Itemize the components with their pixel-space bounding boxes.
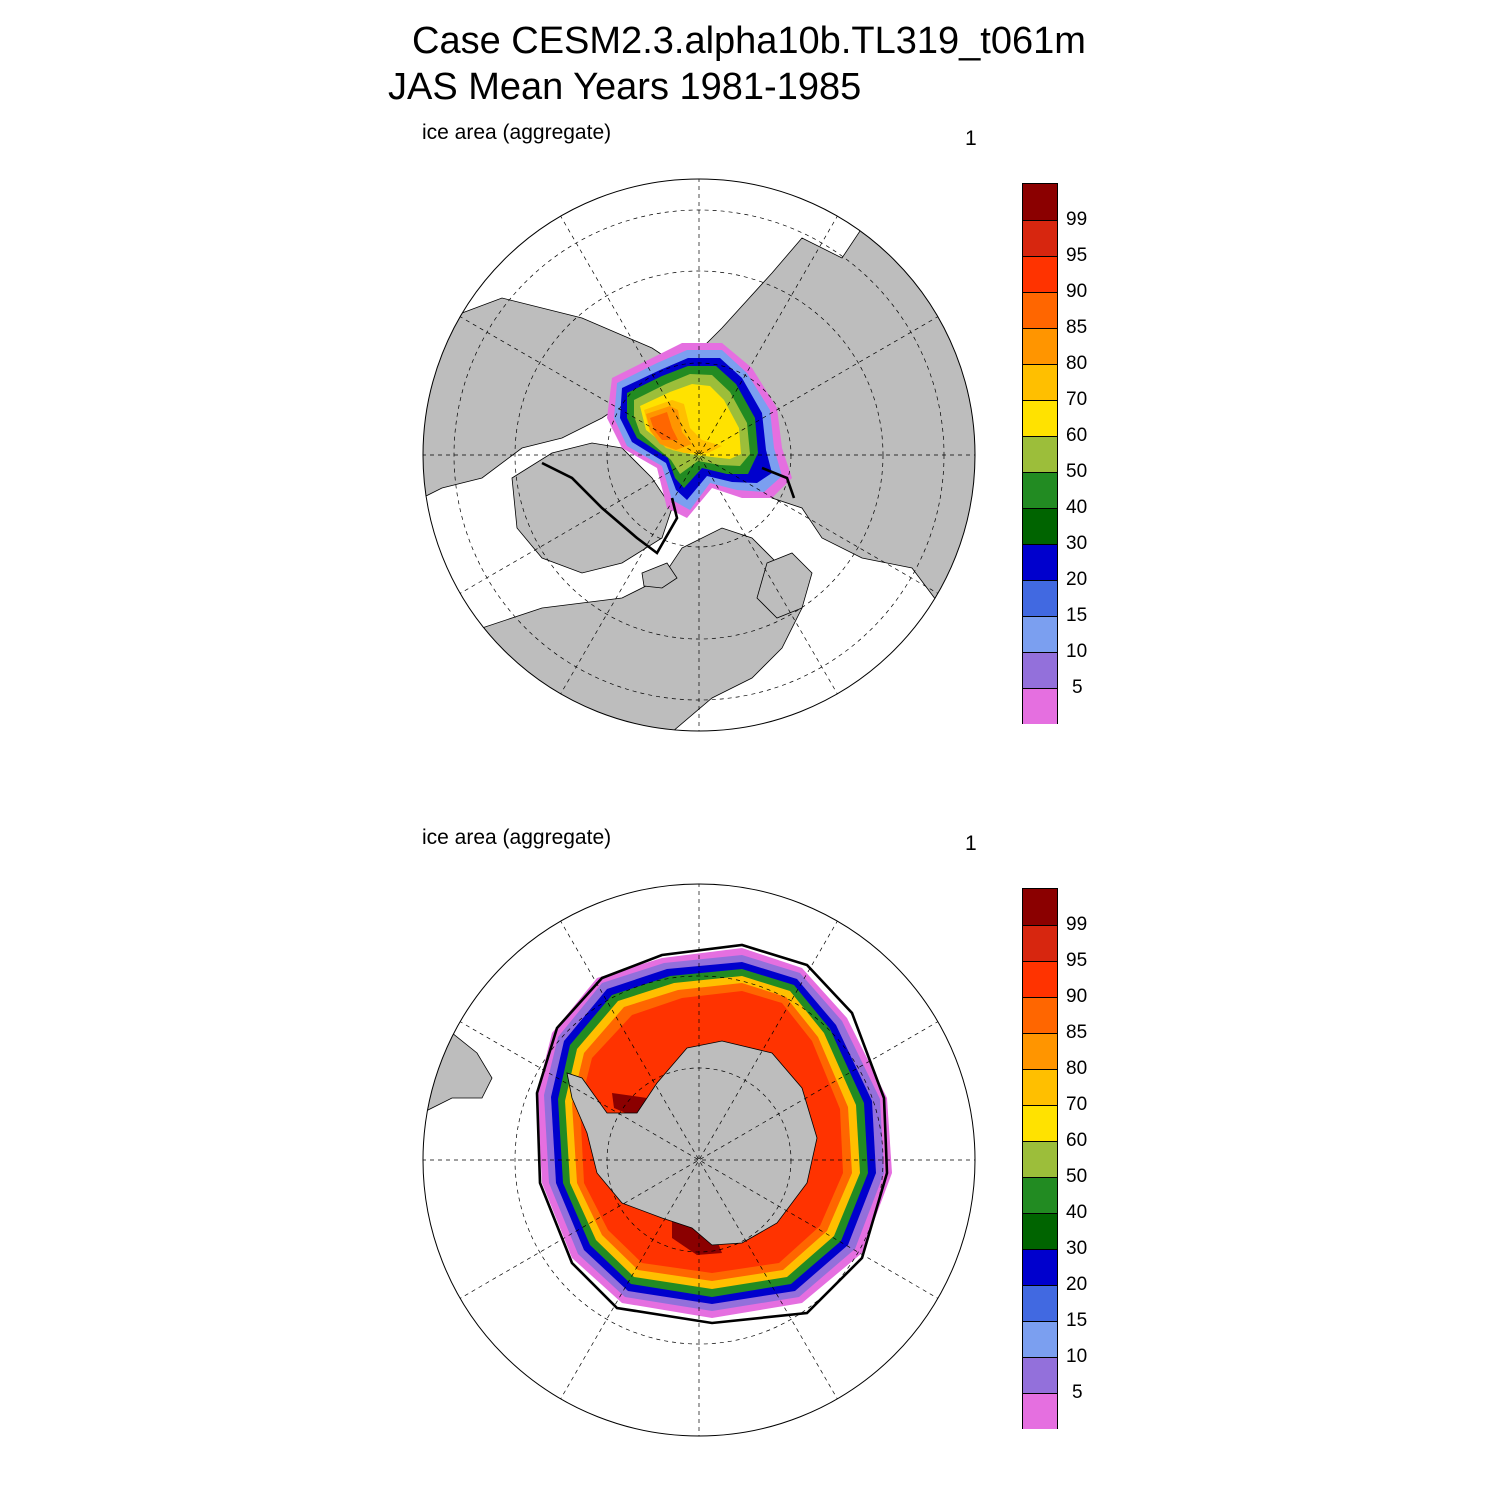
colorbar-swatch xyxy=(1023,889,1057,925)
arctic-sea-ice xyxy=(607,343,792,518)
colorbar-label: 85 xyxy=(1066,1022,1088,1043)
colorbar-swatch xyxy=(1023,1249,1057,1285)
graticule xyxy=(423,884,975,1436)
colorbar-label: 20 xyxy=(1066,1274,1088,1295)
colorbar-swatch xyxy=(1023,472,1057,508)
colorbar-label: 10 xyxy=(1066,641,1088,662)
colorbar-label: 5 xyxy=(1072,677,1083,698)
colorbar-label: 30 xyxy=(1066,1238,1088,1259)
colorbar-label: 60 xyxy=(1066,1130,1088,1151)
colorbar-swatch xyxy=(1023,256,1057,292)
colorbar-label: 5 xyxy=(1072,1382,1083,1403)
colorbar-swatch xyxy=(1023,1285,1057,1321)
colorbar-swatch xyxy=(1023,1393,1057,1429)
colorbar-swatch xyxy=(1023,544,1057,580)
colorbar-label: 50 xyxy=(1066,461,1088,482)
colorbar-label: 10 xyxy=(1066,1346,1088,1367)
colorbar-swatch xyxy=(1023,997,1057,1033)
main-title-line2: JAS Mean Years 1981-1985 xyxy=(388,66,862,108)
colorbar-swatch xyxy=(1023,925,1057,961)
colorbar-swatch xyxy=(1023,652,1057,688)
colorbar-label: 60 xyxy=(1066,425,1088,446)
colorbar-label: 95 xyxy=(1066,950,1088,971)
colorbar-label: 70 xyxy=(1066,1094,1088,1115)
colorbar-swatch xyxy=(1023,292,1057,328)
colorbar-label: 95 xyxy=(1066,245,1088,266)
colorbar-swatch xyxy=(1023,364,1057,400)
colorbar-swatch xyxy=(1023,1321,1057,1357)
colorbar-label: 15 xyxy=(1066,605,1088,626)
south-colorbar: 99 95 90 85 80 70 60 50 40 30 20 15 10 5 xyxy=(1022,888,1162,1429)
colorbar-swatch xyxy=(1023,436,1057,472)
colorbar-label: 40 xyxy=(1066,497,1088,518)
north-colorbar: 99 95 90 85 80 70 60 50 40 30 20 15 10 5 xyxy=(1022,183,1162,724)
south-panel-left-label: ice area (aggregate) xyxy=(422,826,612,849)
colorbar-label: 99 xyxy=(1066,209,1088,230)
colorbar-swatch xyxy=(1023,580,1057,616)
colorbar-swatch xyxy=(1023,184,1057,220)
colorbar-label: 90 xyxy=(1066,986,1088,1007)
colorbar-swatch xyxy=(1023,220,1057,256)
colorbar-label: 70 xyxy=(1066,389,1088,410)
observed-ice-edge xyxy=(535,943,889,1325)
colorbar-swatch xyxy=(1023,1033,1057,1069)
colorbar-swatch xyxy=(1023,1213,1057,1249)
colorbar-swatch xyxy=(1023,961,1057,997)
colorbar-label: 90 xyxy=(1066,281,1088,302)
north-panel-right-label: 1 xyxy=(965,127,977,150)
colorbar-label: 50 xyxy=(1066,1166,1088,1187)
colorbar-label: 99 xyxy=(1066,914,1088,935)
south-panel-right-label: 1 xyxy=(965,832,977,855)
colorbar-label: 30 xyxy=(1066,533,1088,554)
antarctica-land xyxy=(566,1040,818,1246)
colorbar-swatch xyxy=(1023,688,1057,724)
colorbar-label: 85 xyxy=(1066,317,1088,338)
colorbar-swatch xyxy=(1023,508,1057,544)
north-panel-left-label: ice area (aggregate) xyxy=(422,121,612,144)
colorbar-swatch xyxy=(1023,400,1057,436)
colorbar-swatch xyxy=(1023,1177,1057,1213)
colorbar-swatch xyxy=(1023,616,1057,652)
colorbar-label: 15 xyxy=(1066,1310,1088,1331)
colorbar-swatch xyxy=(1023,1141,1057,1177)
colorbar-label: 20 xyxy=(1066,569,1088,590)
south-polar-map xyxy=(422,883,976,1437)
observed-ice-edge xyxy=(541,461,796,555)
colorbar-label: 80 xyxy=(1066,353,1088,374)
colorbar-swatch xyxy=(1023,1357,1057,1393)
colorbar-swatch xyxy=(1023,1069,1057,1105)
colorbar-label: 40 xyxy=(1066,1202,1088,1223)
colorbar-swatch xyxy=(1023,328,1057,364)
colorbar-swatch xyxy=(1023,1105,1057,1141)
colorbar-label: 80 xyxy=(1066,1058,1088,1079)
main-title-line1: Case CESM2.3.alpha10b.TL319_t061m xyxy=(412,20,1086,62)
graticule xyxy=(423,179,975,731)
north-polar-map xyxy=(422,178,976,732)
